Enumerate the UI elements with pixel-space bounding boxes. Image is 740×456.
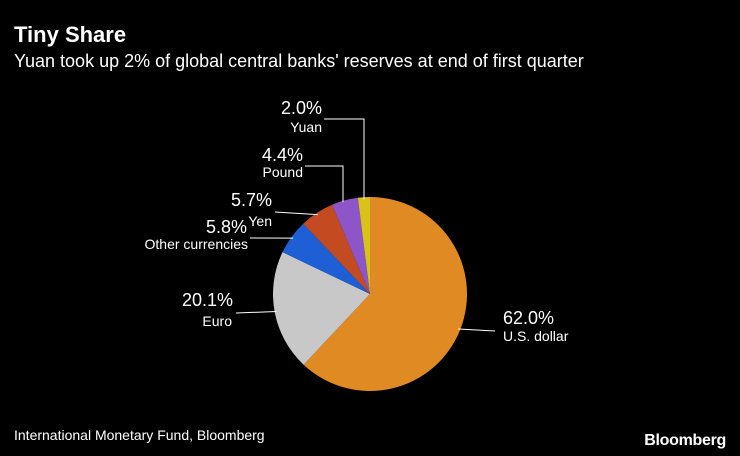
data-label-usd: U.S. dollar [503,328,569,344]
leader-line-yuan [324,118,365,200]
source-note: International Monetary Fund, Bloomberg [14,427,265,443]
data-label-other: Other currencies [145,236,248,252]
data-label-yen-pct: 5.7% [231,190,272,210]
data-label-other-pct: 5.8% [206,217,247,237]
chart-title: Tiny Share [14,22,127,47]
pie-slices [272,197,468,391]
pie-slice-yen [303,204,370,294]
chart-subtitle: Yuan took up 2% of global central banks'… [14,51,584,71]
data-label-yuan-pct: 2.0% [281,98,322,118]
bloomberg-logo: Bloomberg [644,432,726,449]
data-label-euro: Euro [202,313,232,329]
data-label-pound: Pound [263,164,303,180]
leader-lines [235,118,496,332]
pie-slice-yuan [357,197,370,294]
leader-line-u-s-dollar [458,328,496,332]
leader-line-euro [235,311,277,314]
pie-slice-pound [332,197,370,294]
data-label-yuan: Yuan [290,119,322,135]
data-label-yen: Yen [248,213,272,229]
leader-line-yen [274,211,318,216]
leader-line-pound [305,165,344,203]
pie-slice-euro [272,252,370,365]
data-label-pound-pct: 4.4% [262,145,303,165]
pie-slice-other-currencies [282,223,370,294]
data-label-euro-pct: 20.1% [182,290,233,310]
data-label-usd-pct: 62.0% [503,308,554,328]
pie-slice-u-s-dollar [303,197,468,391]
